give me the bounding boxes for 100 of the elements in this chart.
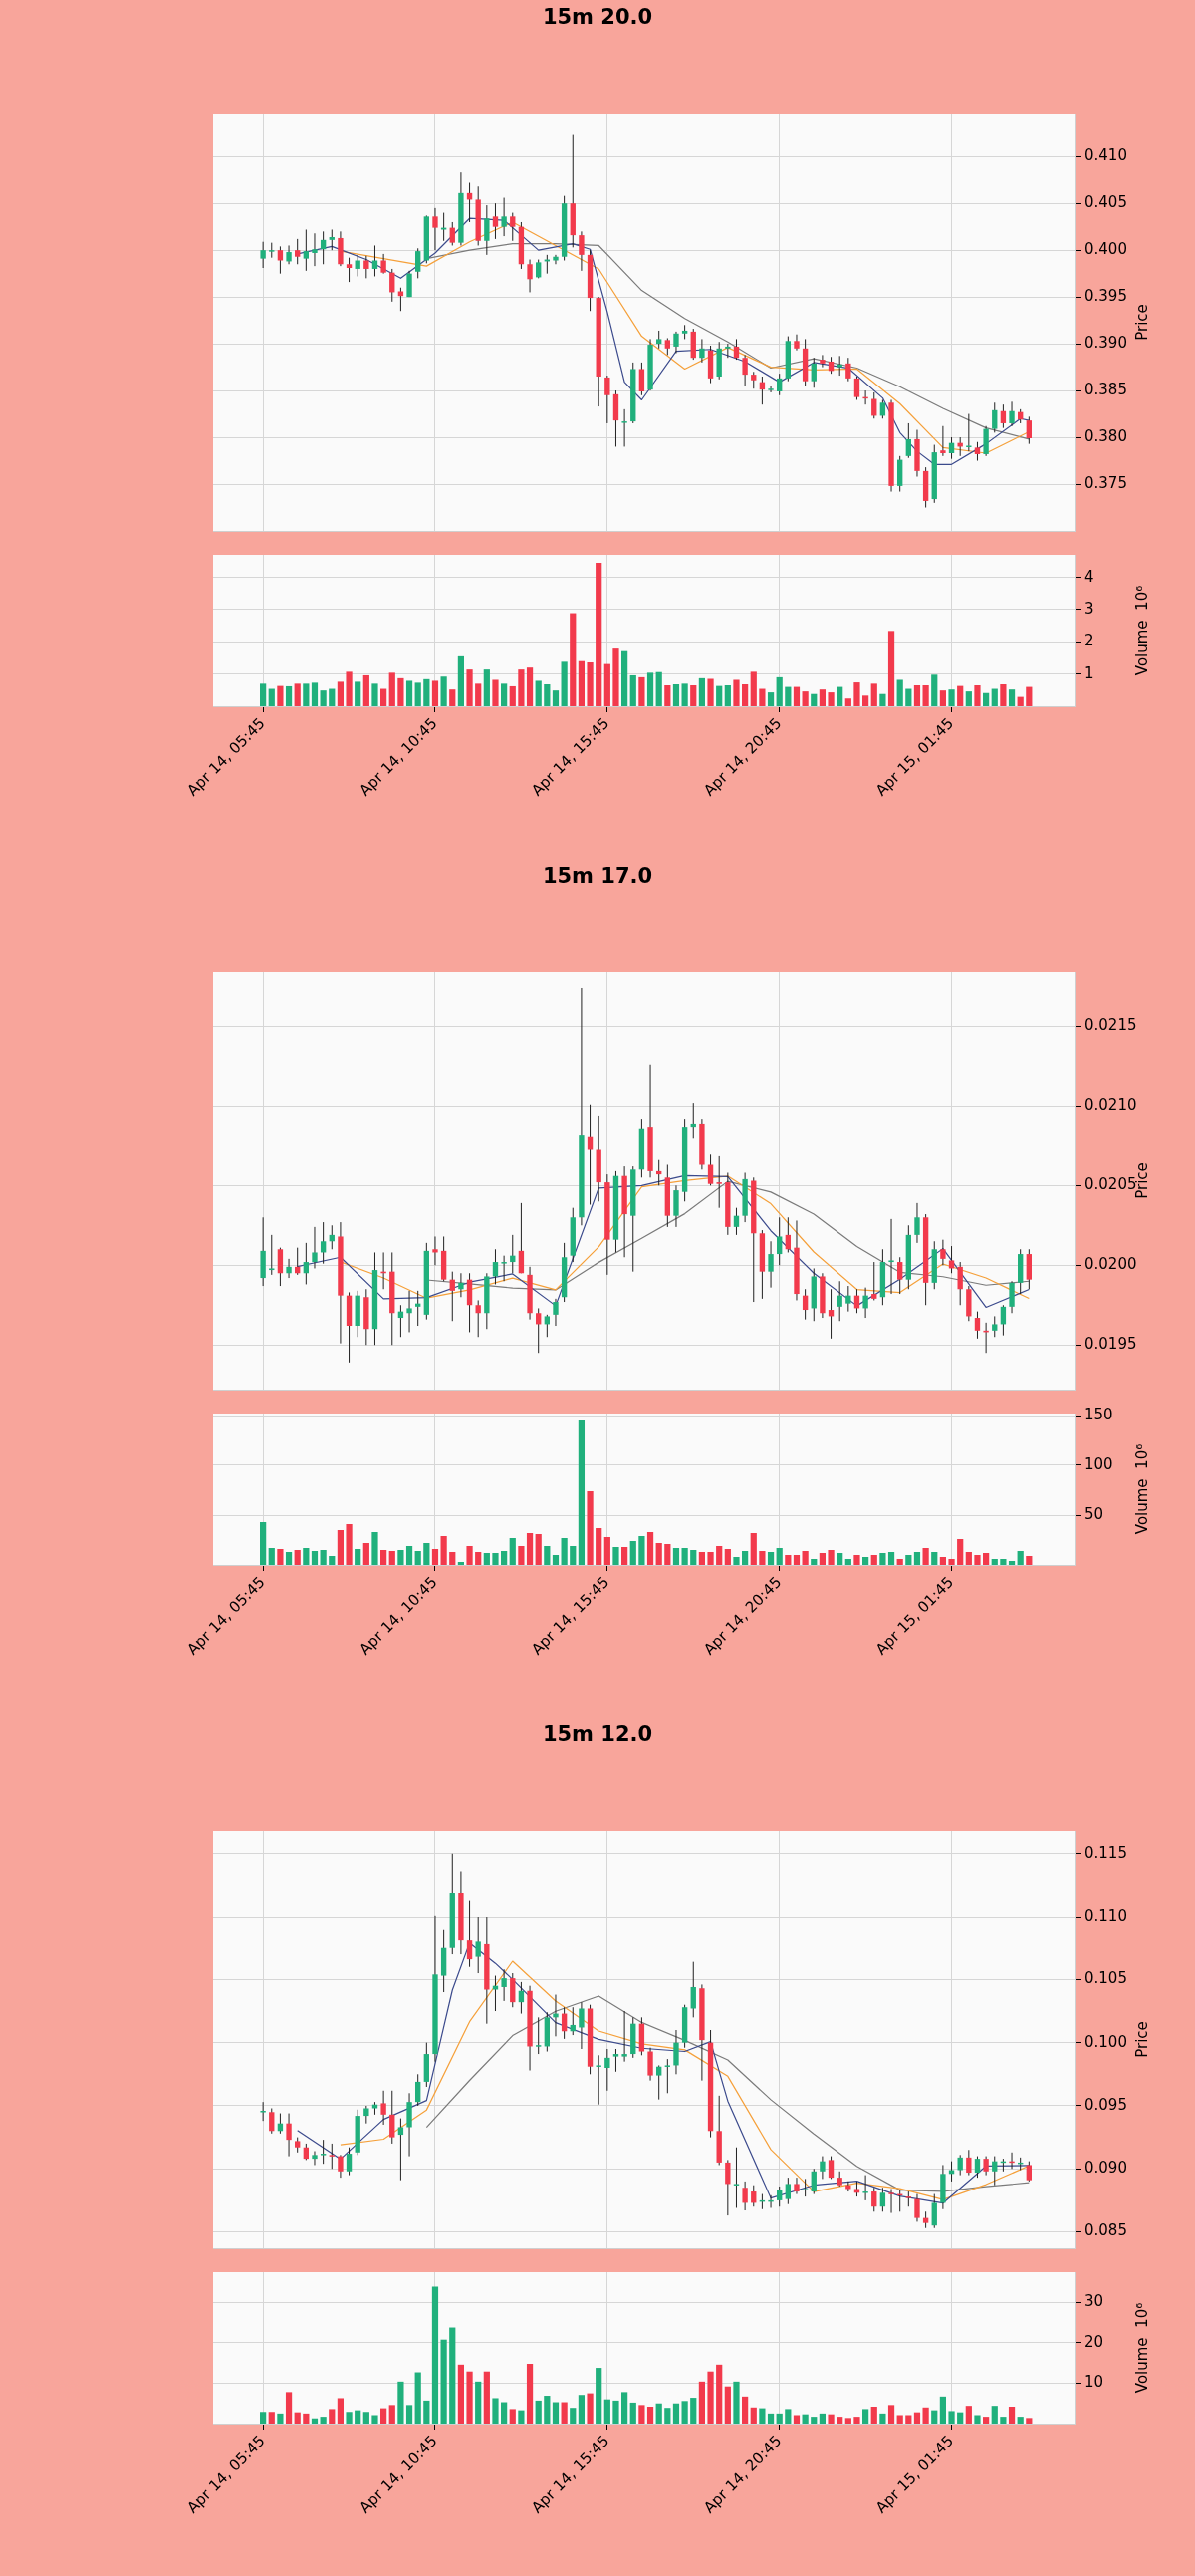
bar — [870, 2406, 877, 2424]
bar — [716, 2364, 723, 2424]
candlestick — [820, 2156, 826, 2180]
bar — [501, 1551, 508, 1565]
candlestick — [716, 1155, 722, 1209]
bar — [371, 683, 378, 706]
bar — [862, 695, 869, 706]
bar — [939, 690, 947, 706]
y-tick-label: 1 — [1084, 663, 1094, 682]
bar — [578, 2395, 586, 2424]
candlestick — [974, 2156, 981, 2179]
candlestick — [449, 221, 455, 246]
bar — [913, 1552, 921, 1565]
bar — [750, 2407, 757, 2424]
bar — [1008, 1561, 1016, 1565]
candlestick — [707, 1153, 714, 1186]
candlestick — [742, 2181, 748, 2211]
bar — [518, 2410, 525, 2424]
bar — [544, 684, 551, 706]
bar — [776, 676, 783, 706]
bar — [853, 682, 860, 706]
y-tick-label: 20 — [1084, 2332, 1104, 2351]
bar — [776, 1548, 783, 1565]
candlestick — [518, 1981, 525, 2015]
bar — [475, 2381, 482, 2424]
chart-title: 15m 20.0 — [541, 4, 654, 31]
bar — [638, 676, 645, 706]
candlestick — [363, 255, 369, 279]
candlestick — [974, 1311, 981, 1340]
bar — [612, 2400, 619, 2424]
bar — [887, 1552, 895, 1565]
bar — [268, 2412, 275, 2424]
bar — [672, 684, 680, 706]
candlestick — [957, 2154, 963, 2177]
bar — [260, 683, 267, 706]
bar — [587, 2393, 594, 2424]
bar — [509, 1538, 516, 1565]
bar — [707, 678, 714, 706]
bar — [294, 683, 301, 706]
candlestick — [269, 2107, 275, 2135]
candlestick — [845, 357, 851, 383]
candlestick — [820, 354, 826, 369]
bar — [742, 684, 749, 706]
y-tick-label: 0.380 — [1084, 426, 1127, 445]
candlestick — [992, 2156, 998, 2187]
bar — [277, 685, 284, 706]
candlestick — [948, 1245, 955, 1274]
bar — [405, 680, 413, 706]
bar — [793, 1555, 801, 1565]
candlestick — [501, 1255, 507, 1282]
bar — [268, 688, 275, 706]
bar — [742, 1551, 749, 1565]
candlestick — [983, 2156, 989, 2177]
bar — [1008, 2406, 1016, 2424]
y-tick-label: 3 — [1084, 599, 1094, 618]
bar — [638, 2405, 645, 2424]
bar — [905, 1555, 912, 1565]
bar — [320, 1550, 327, 1565]
bar — [552, 690, 560, 706]
y-tick-label: 0.405 — [1084, 193, 1127, 212]
candlestick — [432, 207, 438, 251]
bar — [759, 1551, 766, 1565]
candlestick — [690, 1961, 696, 2018]
bar — [870, 1555, 877, 1565]
candlestick — [527, 259, 533, 293]
bar — [587, 1491, 594, 1565]
bar — [913, 684, 921, 706]
bar — [303, 683, 310, 706]
bar — [509, 2409, 516, 2424]
bar — [509, 685, 516, 706]
bar — [844, 1559, 851, 1565]
bar — [355, 1549, 361, 1565]
bar — [957, 685, 964, 706]
candlestick — [673, 2029, 679, 2075]
bar — [423, 2400, 430, 2424]
bar — [449, 1552, 456, 1565]
bar — [905, 2415, 912, 2424]
y-tick-label: 0.0200 — [1084, 1255, 1137, 1274]
bar — [1000, 1559, 1007, 1565]
bar — [811, 1559, 818, 1565]
candlestick — [415, 247, 421, 279]
candlestick — [553, 254, 559, 265]
bar — [371, 1532, 378, 1565]
candlestick — [853, 376, 860, 400]
bar — [922, 2407, 929, 2424]
bar — [457, 655, 465, 706]
bar — [501, 683, 508, 706]
candlestick — [449, 1271, 455, 1322]
candlestick — [621, 408, 627, 447]
bar — [724, 684, 731, 706]
bar — [844, 2418, 851, 2424]
bar — [1017, 1551, 1024, 1565]
candlestick — [862, 2175, 868, 2201]
bar — [646, 2406, 654, 2424]
bar — [578, 1420, 586, 1565]
bar — [887, 631, 895, 706]
candlestick — [862, 1287, 868, 1319]
bar — [1026, 2418, 1033, 2424]
bar — [552, 2402, 560, 2424]
bar — [733, 2381, 740, 2424]
